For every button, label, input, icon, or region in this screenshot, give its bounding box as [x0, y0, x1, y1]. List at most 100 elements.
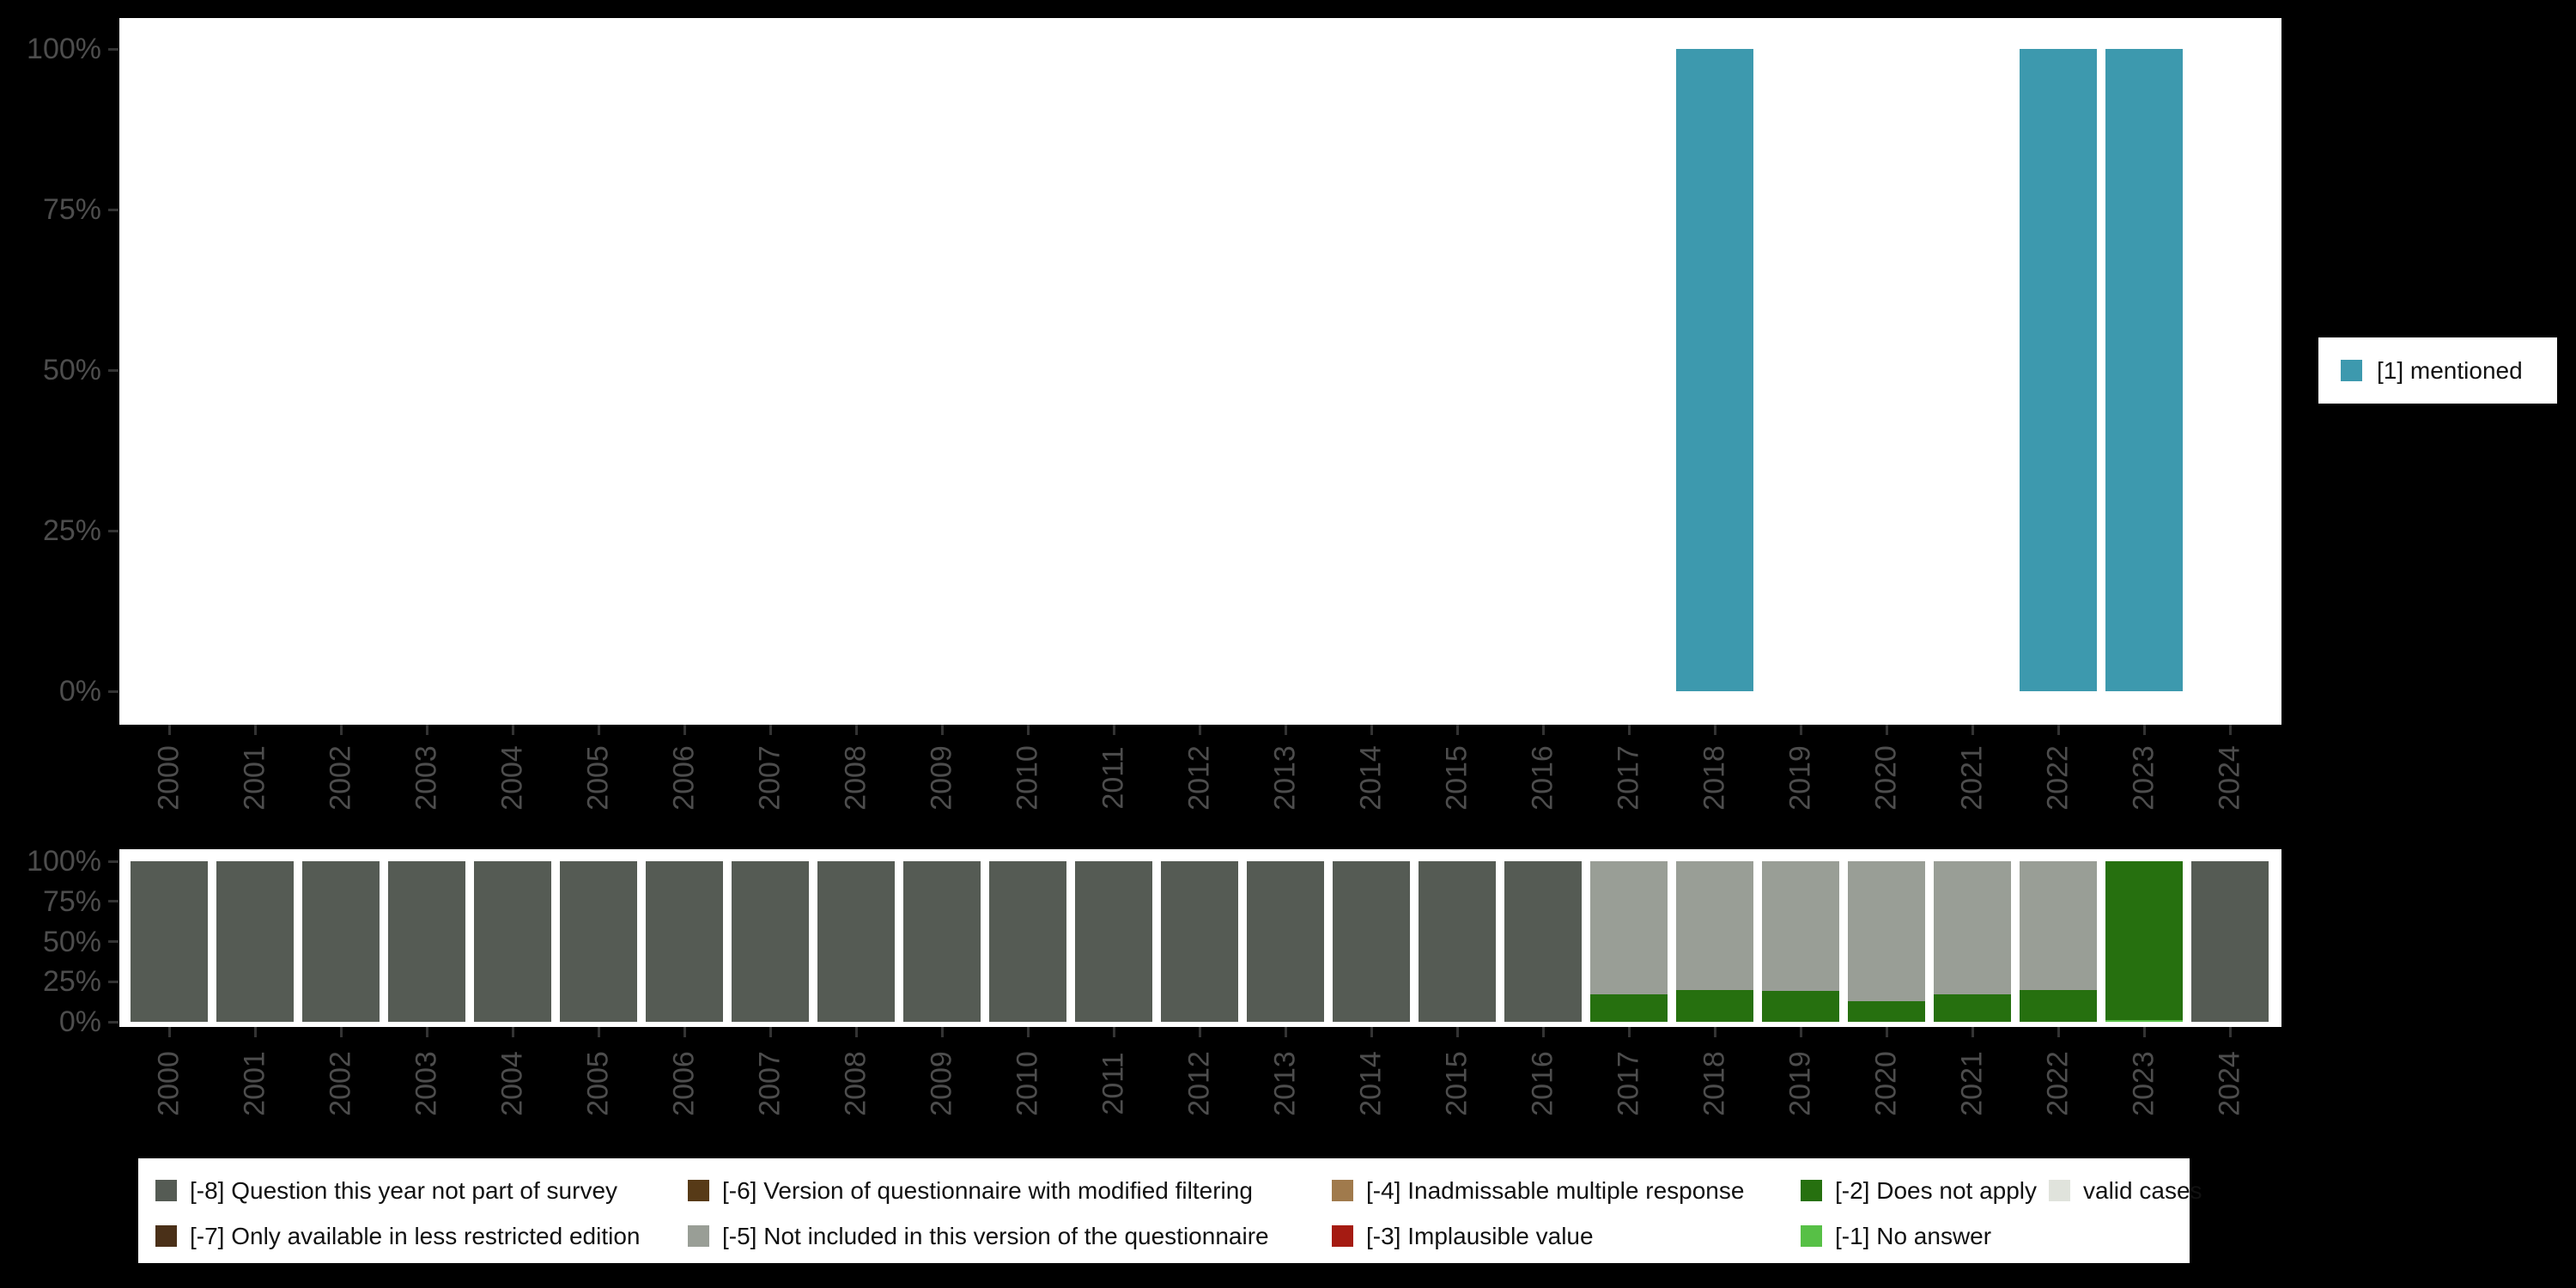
top-x-tick-2020	[1885, 725, 1888, 735]
bottom-bar-2007-m8	[732, 861, 809, 1022]
bottom-bar-2024-m8	[2191, 861, 2269, 1022]
bottom-x-tick-label-2022: 2022	[2041, 1051, 2075, 1116]
top-x-tick-2011	[1112, 725, 1115, 735]
bottom-bar-2019-m2	[1762, 991, 1839, 1022]
top-y-tick-label-100%: 100%	[27, 33, 101, 65]
bottom-bar-2012-m8	[1161, 861, 1238, 1022]
bottom-y-tick-label-50%: 50%	[42, 925, 101, 958]
top-x-tick-label-2024: 2024	[2213, 745, 2246, 811]
bottom-x-tick-label-2014: 2014	[1354, 1051, 1388, 1116]
bottom-bar-2022-m5	[2020, 861, 2097, 990]
legend-swatch-m2	[1801, 1180, 1822, 1201]
top-x-tick-label-2006: 2006	[667, 745, 701, 811]
bottom-x-tick-2012	[1198, 1027, 1201, 1037]
top-y-tick-0%	[108, 690, 118, 693]
bottom-bar-2020-m5	[1848, 861, 1925, 1001]
bottom-bar-2009-m8	[903, 861, 981, 1022]
top-x-tick-label-2019: 2019	[1783, 745, 1817, 811]
legend-label-m5: [-5] Not included in this version of the…	[722, 1223, 1269, 1249]
top-x-tick-2013	[1284, 725, 1287, 735]
top-x-tick-label-2008: 2008	[839, 745, 872, 811]
top-x-tick-2022	[2057, 725, 2060, 735]
bottom-bar-2014-m8	[1333, 861, 1410, 1022]
bottom-y-tick-label-25%: 25%	[42, 965, 101, 999]
top-y-tick-label-25%: 25%	[42, 514, 101, 547]
top-x-tick-label-2011: 2011	[1097, 746, 1130, 810]
bottom-bar-2023-m2	[2105, 861, 2183, 1021]
legend-swatch-m3	[1332, 1225, 1353, 1247]
top-x-tick-label-2018: 2018	[1698, 745, 1731, 811]
bottom-x-tick-2016	[1541, 1027, 1545, 1037]
top-x-tick-2001	[253, 725, 257, 735]
bottom-bar-2001-m8	[216, 861, 294, 1022]
bottom-bar-2011-m8	[1075, 861, 1152, 1022]
legend-label-m7: [-7] Only available in less restricted e…	[190, 1223, 641, 1249]
bottom-y-tick-0%	[108, 1020, 118, 1024]
legend-swatch-m8	[155, 1180, 177, 1201]
legend-swatch-m6	[688, 1180, 709, 1201]
bottom-x-tick-2010	[1026, 1027, 1030, 1037]
bottom-x-tick-label-2003: 2003	[410, 1051, 443, 1116]
bottom-x-tick-label-2005: 2005	[581, 1051, 615, 1116]
bottom-x-tick-label-2000: 2000	[152, 1051, 185, 1116]
bottom-y-tick-75%	[108, 900, 118, 903]
legend-label-m6: [-6] Version of questionnaire with modif…	[722, 1177, 1253, 1204]
bottom-x-tick-2002	[339, 1027, 343, 1037]
top-x-tick-label-2004: 2004	[495, 745, 529, 811]
top-x-tick-label-2013: 2013	[1268, 745, 1302, 811]
bottom-x-tick-2009	[940, 1027, 944, 1037]
legend-label-m3: [-3] Implausible value	[1366, 1223, 1594, 1249]
top-x-tick-label-2016: 2016	[1526, 745, 1559, 811]
bottom-bar-2019-m5	[1762, 861, 1839, 992]
mentioned-legend-label: [1] mentioned	[2377, 357, 2523, 384]
bottom-y-tick-25%	[108, 980, 118, 983]
top-x-tick-label-2007: 2007	[753, 745, 787, 811]
top-y-tick-label-50%: 50%	[42, 354, 101, 386]
bottom-x-tick-label-2019: 2019	[1783, 1051, 1817, 1116]
top-y-tick-100%	[108, 47, 118, 51]
top-y-tick-label-75%: 75%	[42, 193, 101, 226]
bottom-x-tick-2015	[1455, 1027, 1459, 1037]
top-x-tick-label-2020: 2020	[1869, 745, 1903, 811]
mentioned-legend-swatch	[2341, 360, 2362, 381]
top-x-tick-label-2017: 2017	[1612, 745, 1645, 811]
top-x-tick-2024	[2228, 725, 2232, 735]
top-x-tick-2021	[1971, 725, 1974, 735]
bottom-x-tick-label-2013: 2013	[1268, 1051, 1302, 1116]
bottom-bar-2010-m8	[989, 861, 1066, 1022]
bottom-x-tick-2008	[854, 1027, 858, 1037]
bottom-x-tick-label-2018: 2018	[1698, 1051, 1731, 1116]
bottom-bar-2008-m8	[817, 861, 895, 1022]
top-x-tick-label-2003: 2003	[410, 745, 443, 811]
legend-swatch-m1	[1801, 1225, 1822, 1247]
bottom-y-tick-label-0%: 0%	[58, 1005, 101, 1038]
top-x-tick-label-2021: 2021	[1955, 745, 1989, 811]
top-x-tick-2008	[854, 725, 858, 735]
bottom-x-tick-label-2004: 2004	[495, 1051, 529, 1116]
top-y-tick-label-0%: 0%	[58, 675, 101, 708]
top-x-tick-2017	[1627, 725, 1631, 735]
bottom-x-tick-2022	[2057, 1027, 2060, 1037]
top-bar-2022-mentioned	[2020, 49, 2097, 691]
top-x-tick-2002	[339, 725, 343, 735]
bottom-x-tick-label-2002: 2002	[324, 1051, 357, 1116]
top-y-tick-25%	[108, 529, 118, 532]
top-x-tick-2000	[167, 725, 171, 735]
bottom-x-tick-label-2001: 2001	[238, 1051, 271, 1116]
top-x-tick-2003	[425, 725, 428, 735]
bottom-x-tick-2011	[1112, 1027, 1115, 1037]
top-x-tick-2016	[1541, 725, 1545, 735]
top-y-tick-50%	[108, 368, 118, 372]
top-x-tick-2019	[1799, 725, 1802, 735]
top-x-tick-label-2009: 2009	[925, 745, 958, 811]
bottom-y-tick-100%	[108, 860, 118, 863]
bottom-x-tick-label-2010: 2010	[1011, 1051, 1044, 1116]
top-x-tick-label-2023: 2023	[2127, 745, 2160, 811]
missing-values-legend: [-8] Question this year not part of surv…	[138, 1158, 2202, 1263]
legend-label-m1: [-1] No answer	[1835, 1223, 1992, 1249]
top-x-tick-2004	[511, 725, 514, 735]
bottom-bar-2018-m2	[1676, 989, 1753, 1022]
legend-label-m8: [-8] Question this year not part of surv…	[190, 1177, 618, 1204]
top-chart-plot-area	[119, 18, 2281, 725]
